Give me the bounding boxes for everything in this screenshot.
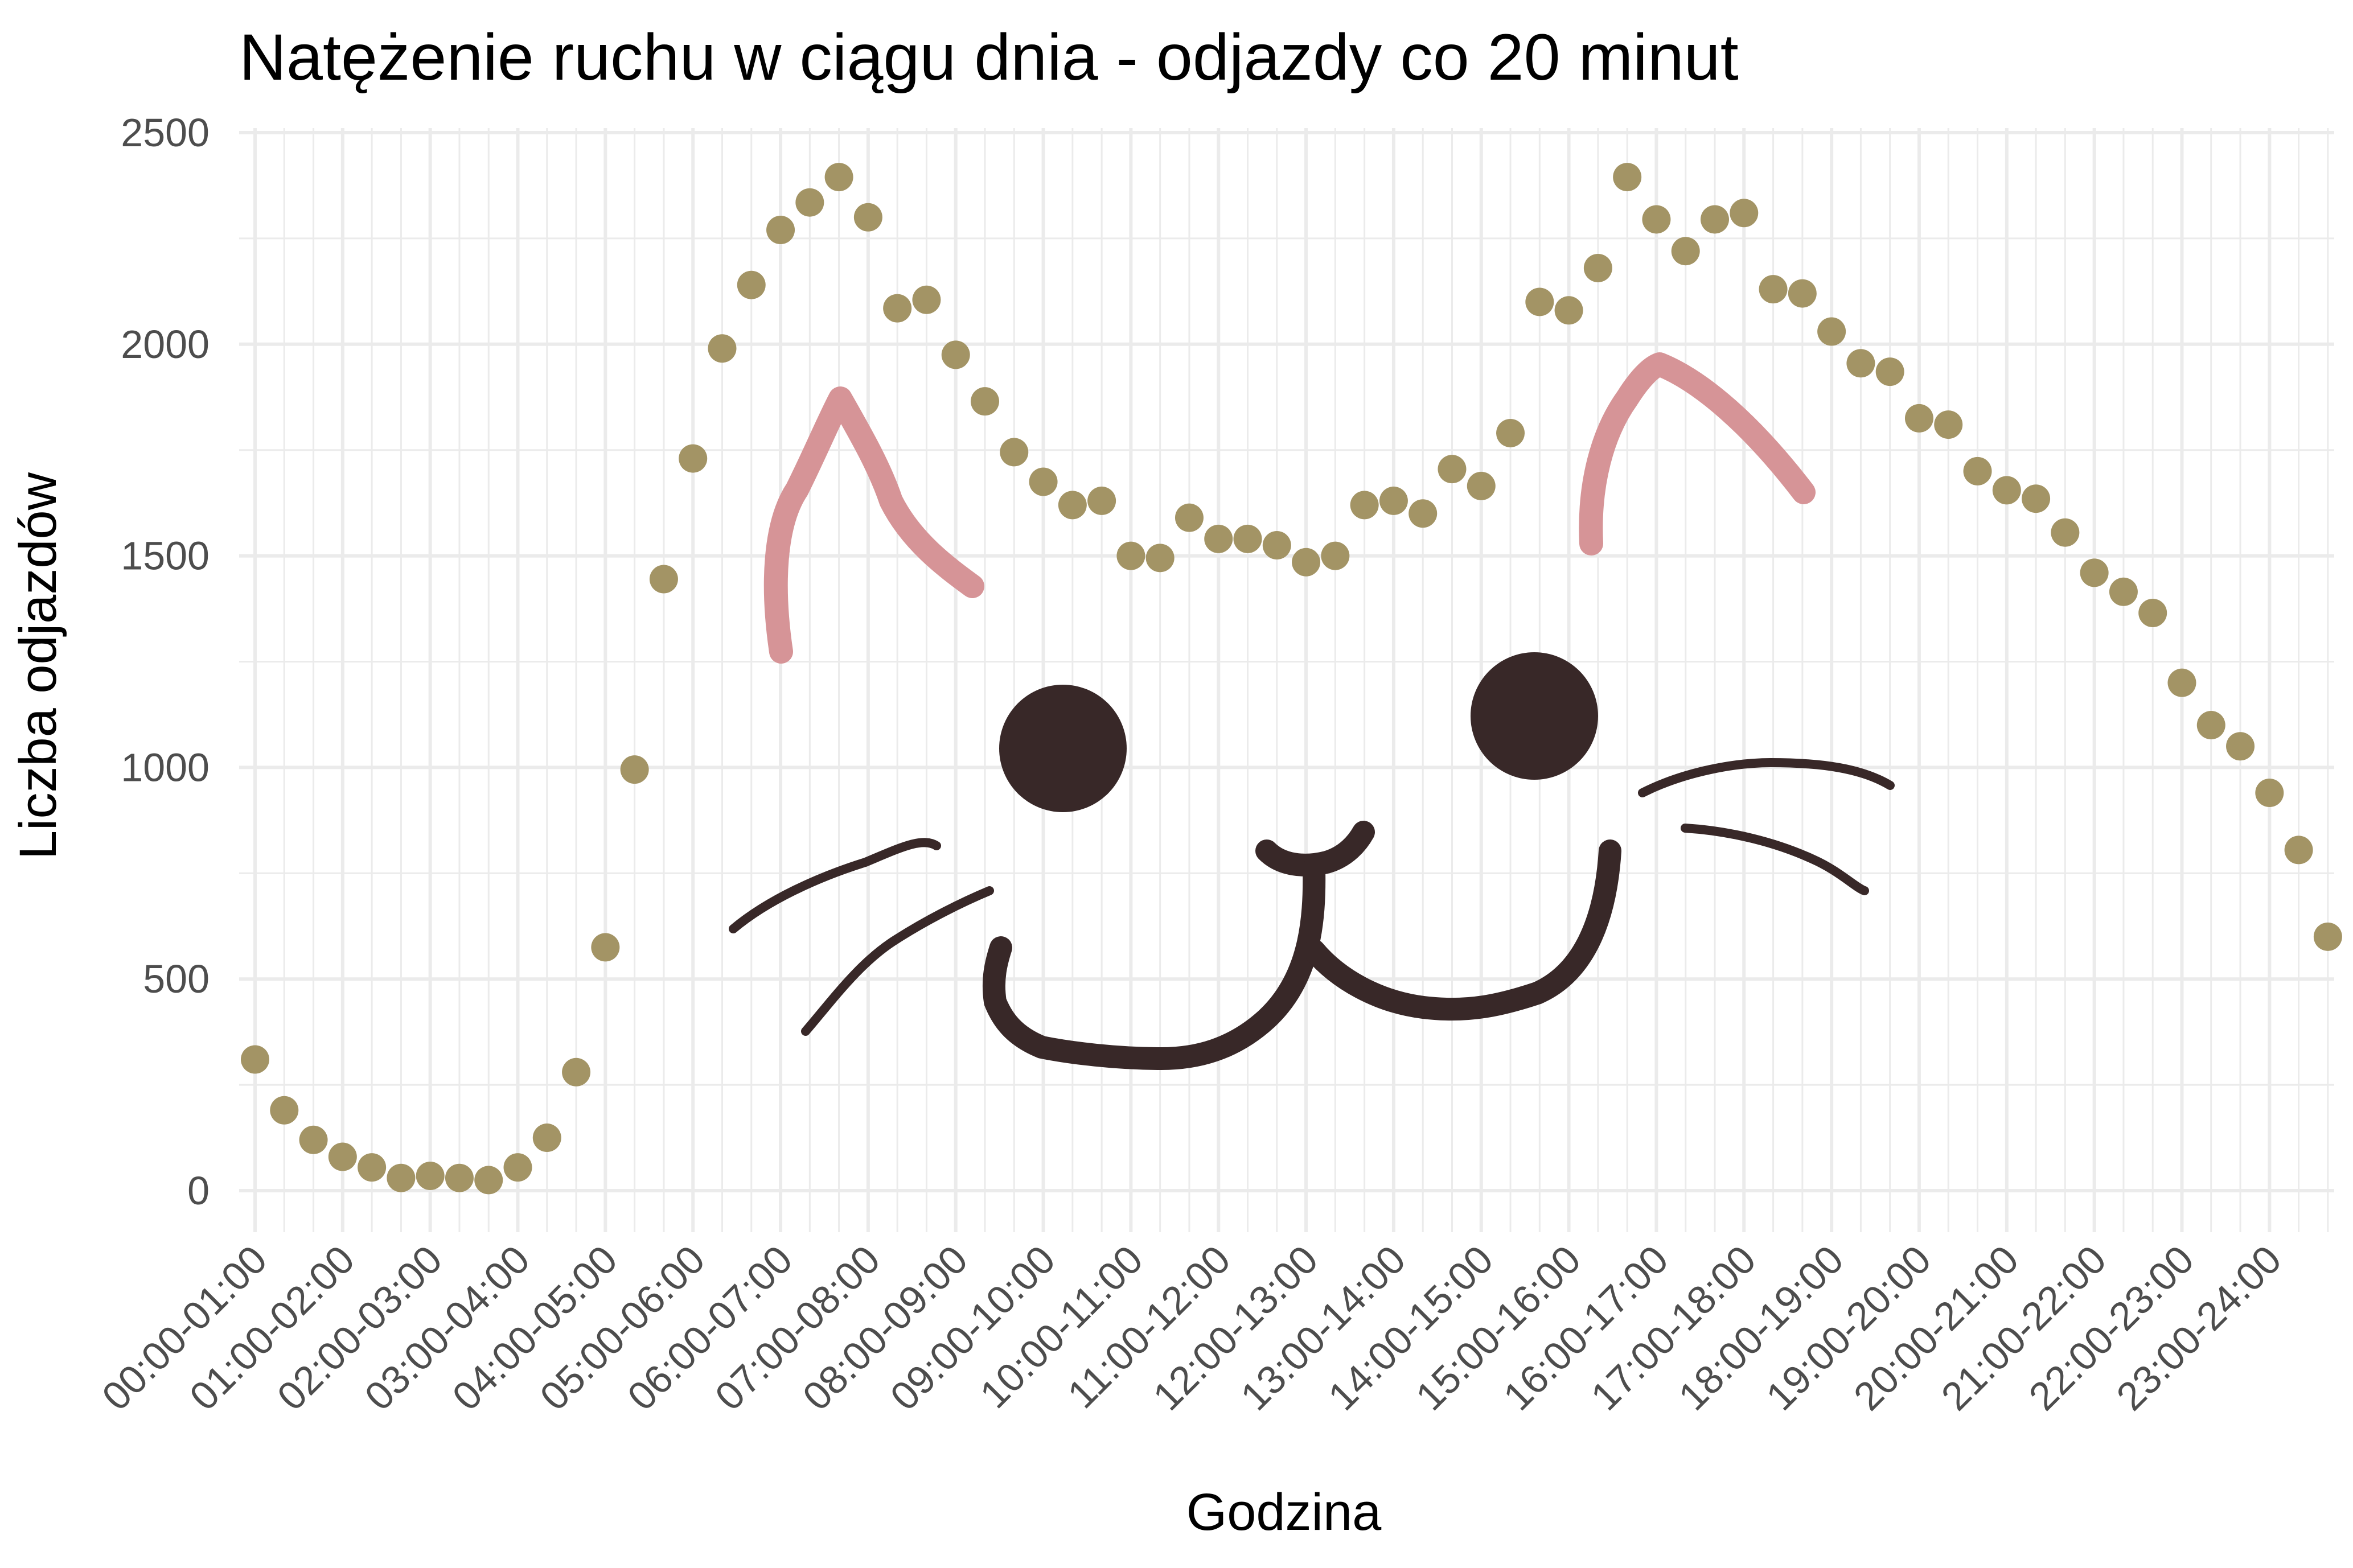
data-point [532, 1123, 561, 1153]
data-point [1788, 279, 1817, 308]
data-point [2226, 732, 2255, 761]
cat-mouth-left [982, 857, 1326, 1070]
data-point [1554, 296, 1583, 325]
cat-face-doodle [729, 352, 1895, 1070]
data-point [474, 1166, 503, 1195]
data-point [2080, 558, 2109, 587]
cat-left-ear [763, 386, 984, 664]
data-point [1730, 199, 1759, 228]
data-point [2284, 836, 2313, 865]
cat-left-eye [999, 685, 1127, 812]
data-point [445, 1163, 474, 1192]
data-point [1759, 275, 1788, 304]
data-point [2109, 577, 2138, 606]
cat-mouth-right [1303, 839, 1621, 1021]
data-point [1671, 237, 1700, 266]
data-point [241, 1045, 269, 1074]
y-tick-label: 1500 [121, 534, 210, 578]
data-point [620, 755, 649, 784]
data-point [912, 285, 941, 314]
data-point [416, 1161, 445, 1190]
data-point [649, 565, 678, 594]
data-point [1321, 541, 1350, 570]
y-tick-label: 1000 [121, 745, 210, 789]
x-axis-title: Godzina [1186, 1483, 1382, 1541]
data-point [591, 933, 620, 962]
y-tick-label: 2500 [121, 110, 210, 155]
data-point [2313, 922, 2342, 951]
data-point [2138, 598, 2167, 627]
data-point [737, 270, 766, 299]
y-axis-title: Liczba odjazdów [9, 472, 67, 859]
cat-nose [1255, 821, 1375, 876]
data-point [1233, 524, 1262, 553]
data-point [387, 1163, 416, 1192]
data-points [241, 163, 2342, 1195]
data-point [2196, 711, 2225, 740]
data-point [1438, 455, 1467, 484]
cat-whisker-right-upper [1638, 758, 1895, 797]
cat-right-eye [1471, 652, 1598, 780]
data-point [1262, 531, 1291, 560]
data-point [1350, 491, 1379, 520]
data-point [1934, 410, 1963, 439]
data-point [853, 203, 882, 232]
data-point [766, 216, 795, 245]
data-point [562, 1057, 591, 1087]
data-point [2255, 779, 2284, 808]
data-point [1992, 476, 2021, 505]
data-point [971, 387, 999, 416]
data-point [358, 1153, 387, 1182]
data-point [2167, 668, 2196, 697]
data-point [1116, 541, 1145, 570]
data-point [1525, 287, 1554, 316]
cat-whisker-right-lower [1681, 824, 1869, 895]
data-point [1175, 503, 1204, 532]
data-point [795, 188, 824, 217]
y-tick-label: 500 [143, 957, 210, 1001]
data-point [1029, 467, 1058, 496]
cat-whisker-left-upper [729, 838, 941, 933]
data-point [1408, 499, 1438, 528]
data-point [503, 1153, 532, 1182]
data-point [1904, 404, 1933, 433]
cat-whisker-left-lower [801, 886, 994, 1036]
data-point [1292, 548, 1321, 577]
data-point [1145, 544, 1175, 573]
data-point [941, 340, 970, 369]
data-point [1087, 486, 1116, 515]
x-axis-tick-labels: 00:00-01:0001:00-02:0002:00-03:0003:00-0… [93, 1237, 2290, 1418]
data-point [883, 294, 912, 323]
data-point [328, 1142, 357, 1171]
data-point [1000, 438, 1029, 467]
data-point [1817, 317, 1846, 346]
y-axis-tick-labels: 0 500 1000 1500 2000 2500 [121, 110, 210, 1213]
chart-title: Natężenie ruchu w ciągu dnia - odjazdy c… [239, 21, 1739, 94]
data-point [2022, 484, 2051, 513]
data-point [1467, 471, 1496, 500]
data-point [1875, 357, 1904, 386]
data-point [824, 163, 853, 192]
data-point [270, 1096, 299, 1125]
data-point [1642, 205, 1671, 234]
grid-lines [239, 128, 2334, 1232]
data-point [1613, 163, 1642, 192]
data-point [1496, 418, 1525, 447]
cat-right-ear [1579, 352, 1816, 555]
data-point [679, 444, 708, 473]
data-point [1583, 253, 1612, 282]
data-point [1963, 456, 1992, 485]
data-point [299, 1125, 328, 1154]
data-point [708, 334, 737, 363]
y-tick-label: 2000 [121, 322, 210, 367]
data-point [1058, 491, 1087, 520]
data-point [1846, 349, 1875, 378]
data-point [1701, 205, 1729, 234]
data-point [1379, 486, 1408, 515]
y-tick-label: 0 [187, 1168, 210, 1213]
data-point [1204, 524, 1233, 553]
data-point [2051, 518, 2080, 547]
